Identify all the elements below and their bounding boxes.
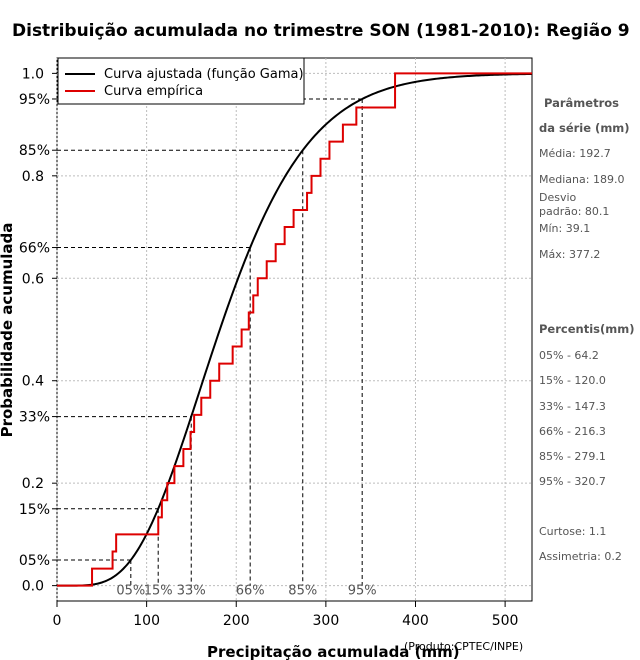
credit-text: (Produto:CPTEC/INPE) [404,640,523,653]
plot-frame [56,57,533,602]
chart-title: Distribuição acumulada no trimestre SON … [12,21,630,41]
y-percentile-ticks: 05% 15% 33% 66% 85% 95% [19,92,57,569]
stats-sidebar: Parâmetros da série (mm) Média: 192.7 Me… [539,96,634,563]
plot-area: 05%15% 33% 66% 85% 95% [56,57,533,602]
ytick-pct-label-0: 05% [19,553,50,569]
stat-curtose: Curtose: 1.1 [539,525,606,538]
xtick-label-0: 0 [53,613,62,629]
xtick-label-5: 500 [492,613,519,629]
x-axis-ticks: 0 100 200 300 400 500 [53,601,519,629]
legend-label-gamma: Curva ajustada (função Gama) [104,67,304,82]
ytick-label-5: 1.0 [22,66,44,82]
ytick-pct-label-3: 66% [19,241,50,257]
ytick-pct-label-5: 95% [19,92,50,108]
xpct-label-0: 05% [116,584,145,599]
y-axis-ticks: 0.0 0.2 0.4 0.6 0.8 1.0 [22,66,57,595]
xtick-label-4: 400 [402,613,429,629]
legend-label-empirical: Curva empírica [104,84,203,99]
ytick-label-4: 0.8 [22,169,44,185]
xpct-label-1: 15% [144,584,173,599]
stat-media: Média: 192.7 [539,147,611,160]
percentis-title: Percentis(mm) [539,322,634,336]
percentil-15: 15% - 120.0 [539,374,606,387]
params-title-line2: da série (mm) [539,121,630,135]
ytick-label-0: 0.0 [22,579,44,595]
ytick-pct-label-4: 85% [19,143,50,159]
xpct-label-5: 95% [348,584,377,599]
x-axis-label: Precipitação acumulada (mm) [207,643,460,660]
stat-min: Mín: 39.1 [539,222,590,235]
percentil-66: 66% - 216.3 [539,425,606,438]
params-title-line1: Parâmetros [544,96,619,110]
stat-mediana: Mediana: 189.0 [539,173,624,186]
y-axis-label: Probabilidade acumulada [0,223,16,438]
stat-desvio-line2: padrão: 80.1 [539,205,609,218]
percentil-05: 05% - 64.2 [539,349,599,362]
legend-box [57,57,305,105]
xtick-label-2: 200 [223,613,250,629]
xpct-label-3: 66% [236,584,265,599]
stat-desvio-line1: Desvio [539,191,577,204]
xtick-label-3: 300 [313,613,340,629]
ytick-label-2: 0.4 [22,374,44,390]
percentil-85: 85% - 279.1 [539,450,606,463]
ytick-pct-label-1: 15% [19,502,50,518]
stat-assimetria: Assimetria: 0.2 [539,550,622,563]
gamma-curve-line [57,72,533,587]
empirical-curve-line [57,72,532,587]
ytick-label-1: 0.2 [22,476,44,492]
grid-lines [56,58,532,601]
xpct-label-2: 33% [177,584,206,599]
percentile-guides [57,98,363,586]
legend: Curva ajustada (função Gama) Curva empír… [57,57,305,105]
stat-max: Máx: 377.2 [539,248,600,261]
xpct-label-4: 85% [288,584,317,599]
x-percentile-labels: 05%15% 33% 66% 85% 95% [116,584,376,599]
percentil-33: 33% - 147.3 [539,400,606,413]
ytick-label-3: 0.6 [22,271,44,287]
xtick-label-1: 100 [133,613,160,629]
ytick-pct-label-2: 33% [19,410,50,426]
percentil-95: 95% - 320.7 [539,475,606,488]
